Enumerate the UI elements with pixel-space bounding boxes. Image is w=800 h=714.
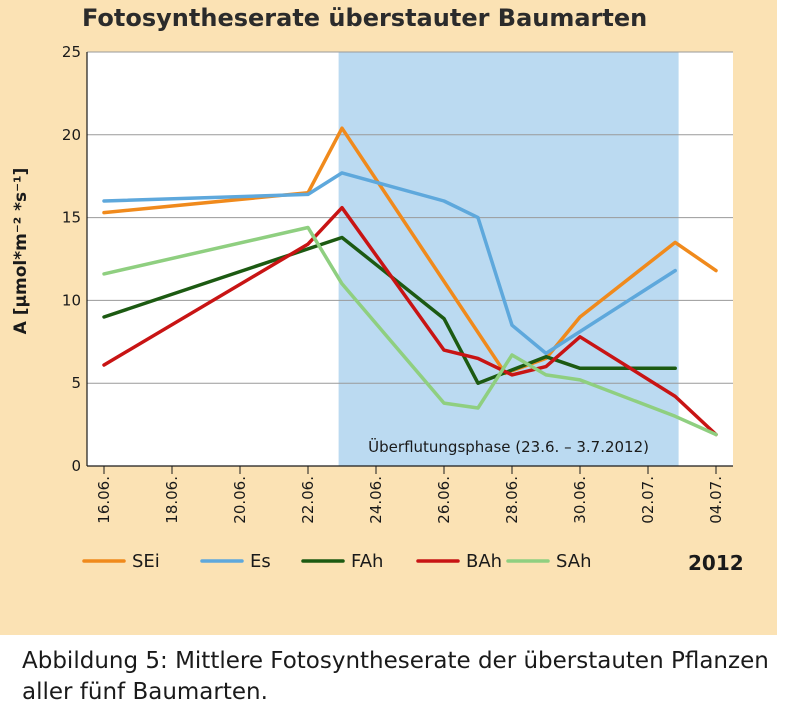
grid-lines [86, 51, 733, 467]
legend: SEi Es FAh BAh SAh [82, 551, 591, 572]
y-tick-label: 0 [71, 457, 81, 475]
y-axis-label: A [µmol*m⁻² *s⁻¹] [11, 168, 31, 335]
legend-label-es: Es [250, 551, 271, 572]
caption-line-1: Abbildung 5: Mittlere Fotosyntheserate d… [22, 648, 769, 674]
x-tick-label: 16.06. [95, 476, 113, 524]
legend-label-bah: BAh [466, 551, 502, 572]
series-lines [102, 126, 718, 437]
series-line-es [102, 171, 677, 356]
x-tick-label: 02.07. [639, 476, 657, 524]
x-tick-label: 18.06. [163, 476, 181, 524]
x-tick-label: 24.06. [367, 476, 385, 524]
x-axis-ticks: 16.06. 18.06. 20.06. 22.06. 24.06. 26.06. 28.0… [95, 466, 725, 524]
y-axis-ticks: 0 5 10 15 20 25 [62, 43, 81, 475]
flood-phase-label: Überflutungsphase (23.6. – 3.7.2012) [368, 437, 649, 456]
caption-line-2: aller fünf Baumarten. [22, 679, 268, 705]
y-tick-label: 10 [62, 291, 81, 309]
legend-label-sei: SEi [132, 551, 160, 572]
y-tick-label: 5 [71, 374, 81, 392]
legend-label-fah: FAh [351, 551, 383, 572]
y-tick-label: 25 [62, 43, 81, 61]
x-tick-label: 28.06. [503, 476, 521, 524]
y-tick-label: 15 [62, 209, 81, 227]
chart-title: Fotosyntheserate überstauter Baumarten [82, 4, 648, 32]
x-tick-label: 20.06. [231, 476, 249, 524]
flood-phase-region [338, 52, 679, 466]
y-tick-label: 20 [62, 126, 81, 144]
x-tick-label: 26.06. [435, 476, 453, 524]
series-line-fah [102, 235, 677, 385]
x-tick-label: 04.07. [707, 476, 725, 524]
series-line-sah [102, 225, 718, 437]
plot-background [87, 52, 733, 466]
year-label: 2012 [688, 551, 744, 575]
series-line-bah [102, 205, 718, 437]
figure-caption: Abbildung 5: Mittlere Fotosyntheserate d… [22, 646, 792, 708]
x-tick-label: 30.06. [571, 476, 589, 524]
x-tick-label: 22.06. [299, 476, 317, 524]
legend-label-sah: SAh [556, 551, 591, 572]
